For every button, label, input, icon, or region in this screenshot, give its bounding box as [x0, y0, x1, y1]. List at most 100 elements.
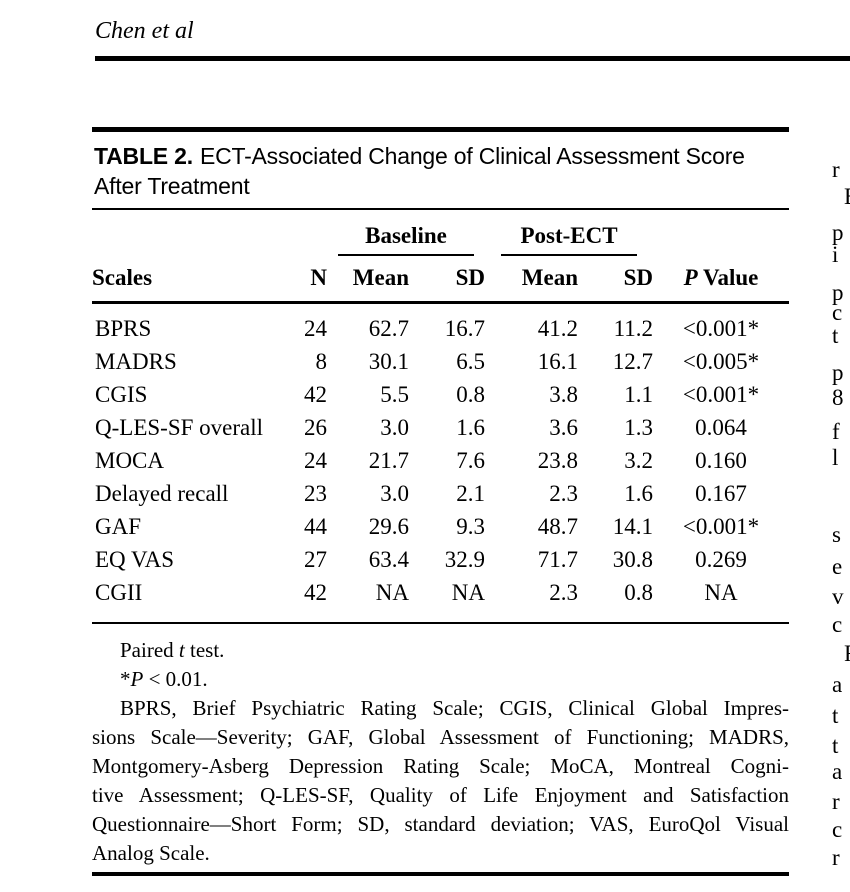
table-row: MADRS 8 30.1 6.5 16.1 12.7 <0.005*	[92, 345, 789, 378]
value-cell: 14.1	[612, 514, 653, 539]
value-cell: 24	[304, 448, 327, 473]
post-ect-span-header: Post-ECT	[485, 210, 653, 256]
table-row: GAF 44 29.6 9.3 48.7 14.1 <0.001*	[92, 510, 789, 543]
abbreviation-line: tive Assessment; Q-LES-SF, Quality of Li…	[92, 783, 789, 807]
abbreviation-line: Questionnaire—Short Form; SD, standard d…	[92, 812, 789, 836]
col-header-scales: Scales	[92, 265, 153, 290]
col-header-sd-baseline: SD	[455, 265, 485, 290]
value-cell: 0.8	[624, 580, 653, 605]
value-cell: 42	[304, 382, 327, 407]
span-header-spacer	[92, 210, 327, 256]
clipped-text-fragment: p	[832, 280, 844, 305]
clipped-text-fragment: c	[832, 612, 843, 637]
scale-cell: EQ VAS	[95, 547, 175, 572]
scale-cell: GAF	[95, 514, 142, 539]
clipped-text-fragment: t	[832, 703, 839, 728]
clipped-text-fragment: r	[832, 845, 840, 870]
value-cell: 0.064	[695, 415, 747, 440]
value-cell: 48.7	[537, 514, 578, 539]
value-cell: 8	[315, 349, 328, 374]
post-ect-label: Post-ECT	[520, 223, 618, 248]
span-header-spacer	[653, 210, 789, 256]
clipped-text-fragment: v	[832, 584, 844, 609]
scale-cell: CGIS	[95, 382, 148, 407]
col-header-p-value: P Value	[653, 256, 789, 303]
running-head: Chen et al	[95, 18, 194, 44]
abbreviations-paragraph: BPRS, Brief Psychiatric Rating Scale; CG…	[92, 694, 789, 868]
scale-cell: Delayed recall	[95, 481, 229, 506]
value-cell: 63.4	[368, 547, 409, 572]
value-cell: 16.1	[537, 349, 578, 374]
caption-bottom-rule	[92, 208, 789, 210]
value-cell: 1.1	[624, 382, 653, 407]
footnote-italic-t: t	[178, 638, 185, 662]
p-value-italic: P	[683, 265, 698, 290]
value-cell: 3.0	[380, 481, 409, 506]
p-value-rest: Value	[697, 265, 759, 290]
value-cell: NA	[704, 580, 738, 605]
clinical-assessment-table: Baseline Post-ECT Scales N Mean SD Mean …	[92, 210, 789, 624]
table-label: TABLE 2.	[94, 143, 193, 169]
table-row: BPRS 24 62.7 16.7 41.2 11.2 <0.001*	[92, 303, 789, 346]
value-cell: NA	[375, 580, 409, 605]
value-cell: <0.001*	[682, 514, 760, 539]
value-cell: 30.1	[368, 349, 409, 374]
value-cell: 0.167	[695, 481, 747, 506]
clipped-text-fragment: F	[844, 642, 850, 665]
baseline-group-rule: Baseline	[338, 223, 474, 256]
table-head: Baseline Post-ECT Scales N Mean SD Mean …	[92, 210, 789, 303]
footnote-text: < 0.01.	[143, 667, 208, 691]
col-header-mean-post: Mean	[521, 265, 578, 290]
clipped-text-fragment: a	[832, 672, 843, 697]
scale-cell: CGII	[95, 580, 143, 605]
value-cell: 3.2	[624, 448, 653, 473]
abbreviation-line: Montgomery-Asberg Depression Rating Scal…	[92, 754, 789, 778]
clipped-text-fragment: f	[832, 419, 840, 444]
col-header-mean-baseline: Mean	[352, 265, 409, 290]
value-cell: 71.7	[537, 547, 578, 572]
value-cell: 5.5	[380, 382, 409, 407]
table-row: CGII 42 NA NA 2.3 0.8 NA	[92, 576, 789, 623]
clipped-text-fragment: l	[832, 445, 839, 470]
value-cell: NA	[451, 580, 485, 605]
footnote-text: Paired	[120, 638, 179, 662]
baseline-span-header: Baseline	[327, 210, 485, 256]
col-header-sd-post: SD	[623, 265, 653, 290]
value-cell: 1.3	[624, 415, 653, 440]
clipped-text-fragment: e	[832, 554, 843, 579]
table-top-rule	[92, 127, 789, 132]
value-cell: 23	[304, 481, 327, 506]
abbreviation-line: sions Scale—Severity; GAF, Global Assess…	[92, 725, 789, 749]
clipped-text-fragment: i	[832, 242, 839, 267]
value-cell: 6.5	[456, 349, 485, 374]
value-cell: 2.3	[549, 481, 578, 506]
value-cell: 12.7	[612, 349, 653, 374]
value-cell: 42	[304, 580, 327, 605]
footnote-asterisk: *	[120, 667, 131, 691]
value-cell: 23.8	[537, 448, 578, 473]
scale-cell: MOCA	[95, 448, 165, 473]
value-cell: 44	[304, 514, 327, 539]
value-cell: 7.6	[456, 448, 485, 473]
value-cell: <0.001*	[682, 316, 760, 341]
table-row: Q-LES-SF overall 26 3.0 1.6 3.6 1.3 0.064	[92, 411, 789, 444]
clipped-text-fragment: c	[832, 817, 843, 842]
clipped-text-fragment: p	[832, 360, 844, 385]
value-cell: 0.269	[695, 547, 747, 572]
value-cell: 1.6	[624, 481, 653, 506]
value-cell: 30.8	[612, 547, 653, 572]
clipped-text-fragment: E	[844, 185, 850, 208]
table-row: CGIS 42 5.5 0.8 3.8 1.1 <0.001*	[92, 378, 789, 411]
value-cell: 16.7	[444, 316, 485, 341]
clipped-text-fragment: 8	[832, 385, 844, 410]
table-caption: TABLE 2. ECT-Associated Change of Clinica…	[92, 132, 789, 208]
clipped-text-fragment: r	[832, 157, 840, 182]
post-ect-group-rule: Post-ECT	[501, 223, 637, 256]
value-cell: 41.2	[537, 316, 578, 341]
clipped-text-fragment: s	[832, 522, 841, 547]
value-cell: 32.9	[444, 547, 485, 572]
value-cell: 0.160	[695, 448, 747, 473]
value-cell: 1.6	[456, 415, 485, 440]
footnote-paired-t-test: Paired t test.	[92, 636, 789, 665]
clipped-text-fragment: t	[832, 733, 839, 758]
